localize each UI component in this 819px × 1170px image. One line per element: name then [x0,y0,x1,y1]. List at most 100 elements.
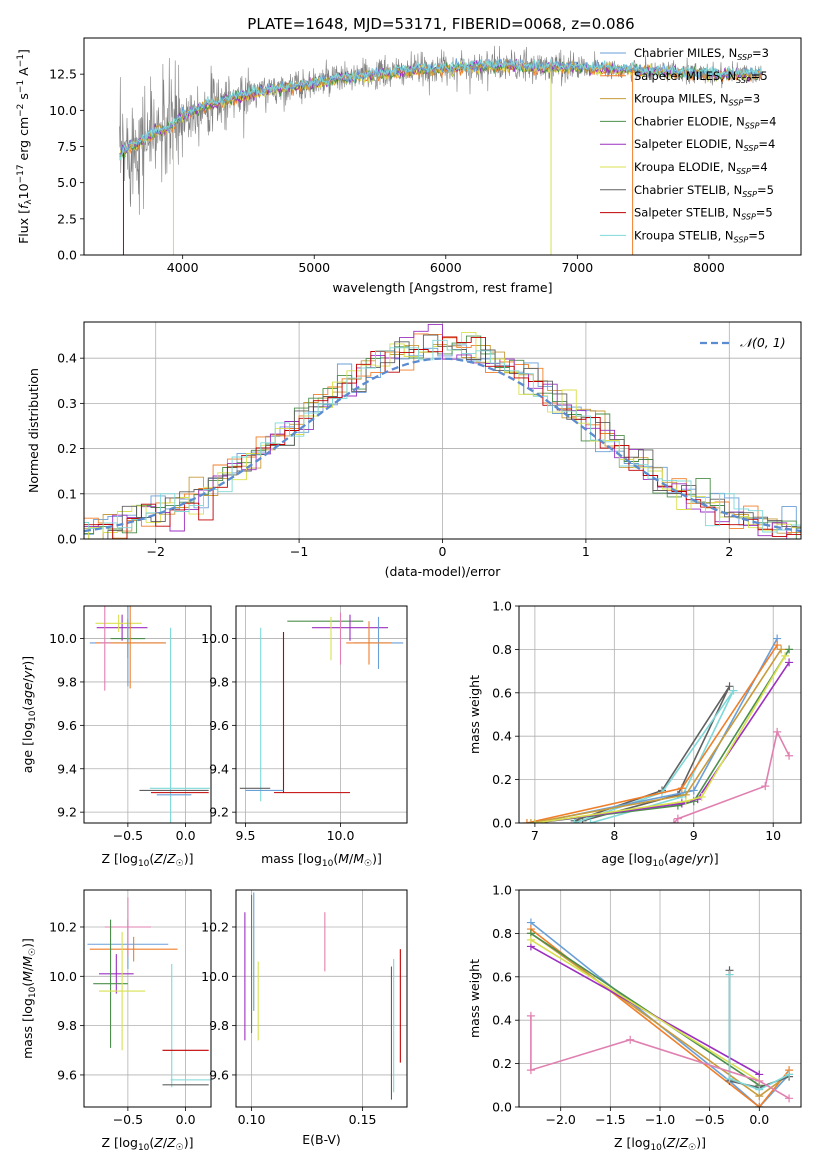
legend-label: Chabrier STELIB, NSSP=5 [634,183,774,199]
y-axis-label: Flux [fλ10−17 erg cm−2 s−1 A−1] [16,49,34,244]
y-tick-label: 0.0 [492,816,512,831]
weight-marker [570,819,579,823]
legend-label: Salpeter STELIB, NSSP=5 [634,206,773,222]
axes-frame [235,605,408,824]
plot-area [119,45,762,255]
legend-label: Kroupa ELODIE, NSSP=4 [634,160,768,176]
histogram-chabrier-stelib [84,334,801,539]
axes-frame [518,889,802,1108]
plot-area [522,634,794,823]
x-tick-label: 0.10 [238,1112,266,1127]
weight-vs-age-panel: 7 8 9 10 0.0 0.2 0.4 0.6 0.8 1.0 age [log10(age/yr… [467,599,802,869]
x-axis-label: age [log10(age/yr)] [601,851,718,869]
plot-area [244,892,401,1100]
axes-frame [83,605,212,824]
y-tick-label: 1.0 [492,883,512,898]
x-tick-label: 0.0 [749,1112,769,1127]
y-tick-label: 0.4 [492,729,512,744]
weight-marker [781,651,790,660]
y-tick-label: 0.3 [57,396,77,411]
x-tick-label: 10 [765,828,781,843]
weight-marker [725,682,734,691]
weight-marker [586,819,595,823]
weight-vs-Z-panel: −2.0 −1.5 −1.0 −0.5 0.0 0.0 0.2 0.4 0.6 0.8 1.0 Z [… [467,883,802,1153]
y-tick-label: 9.8 [57,1018,77,1033]
y-tick-label: 0.2 [57,441,77,456]
weight-marker [526,1011,535,1020]
x-tick-label: −2 [146,544,164,559]
y-tick-label: 9.2 [57,805,77,820]
axes-frame [235,889,408,1108]
axes-frame [518,605,802,824]
y-tick-label: 0.1 [57,486,77,501]
weight-marker [755,1085,764,1094]
y-tick-label: 2.5 [57,211,77,226]
y-tick-label: 1.0 [492,599,512,614]
x-tick-label: 4000 [167,260,199,275]
y-tick-label: 5.0 [57,175,77,190]
y-tick-label: 9.4 [209,761,229,776]
x-tick-label: −1 [290,544,308,559]
weight-marker [677,784,686,793]
weight-marker [785,658,794,667]
x-tick-label: −1.5 [595,1112,625,1127]
legend-label: Salpeter ELODIE, NSSP=4 [634,137,775,153]
x-tick-label: 7000 [561,260,593,275]
x-tick-label: 9.5 [236,828,256,843]
y-tick-label: 9.6 [209,1067,229,1082]
x-tick-label: −0.5 [694,1112,724,1127]
weight-marker [526,819,535,823]
y-tick-label: 10.0 [49,631,77,646]
x-tick-label: 0.0 [176,1112,196,1127]
x-tick-label: 5000 [298,260,330,275]
y-axis-label: mass [log10(M/M☉)] [20,938,38,1059]
y-tick-label: 0.8 [492,926,512,941]
x-axis-label: Z [log10(Z/Z☉)] [101,1135,193,1153]
age-vs-Z-panel: −0.5 0.0 9.2 9.4 9.6 9.8 10.0 Z [log10(Z/Z☉)] ag… [20,605,212,869]
x-tick-label: 0.0 [176,828,196,843]
x-tick-label: −2.0 [546,1112,576,1127]
mass-vs-Z-panel: −0.5 0.0 9.6 9.8 10.0 10.2 Z [log10(Z/Z☉)] mass… [20,889,212,1153]
figure-title: PLATE=1648, MJD=53171, FIBERID=0068, z=0… [247,15,634,33]
y-axis-label: mass weight [467,675,482,754]
y-tick-label: 9.6 [57,718,77,733]
weight-marker [761,782,770,791]
weight-line-kroupa-elodie [530,939,760,1082]
legend-label: Chabrier ELODIE, NSSP=4 [634,114,776,130]
legend-label: Kroupa MILES, NSSP=3 [634,92,760,108]
axes-frame [83,321,802,540]
plot-area [84,323,801,539]
weight-marker [626,1035,635,1044]
y-tick-label: 10.0 [49,969,77,984]
spectrum-panel: 4000 5000 6000 7000 8000 0.0 2.5 5.0 7.5 10.0 12.5… [16,37,802,295]
weight-line-kroupa-stelib [574,690,735,823]
weight-marker [785,1094,794,1103]
y-tick-label: 12.5 [49,67,77,82]
plot-area [526,918,794,1107]
x-axis-label: mass [log10(M/M☉)] [261,851,382,869]
histogram-kroupa-stelib [84,339,801,533]
x-tick-label: 9 [690,828,698,843]
y-tick-label: 0.0 [57,532,77,547]
weight-marker [530,819,539,823]
legend-label: 𝒩(0, 1) [740,335,786,350]
weight-marker [785,751,794,760]
x-tick-label: 8000 [693,260,725,275]
x-tick-label: 10.0 [327,828,355,843]
x-tick-label: 8 [610,828,618,843]
spectrum-legend: Chabrier MILES, NSSP=3 Salpeter MILES, NS… [600,46,776,244]
x-tick-label: 6000 [430,260,462,275]
plot-area [87,897,211,1088]
y-tick-label: 0.6 [492,685,512,700]
weight-marker [773,727,782,736]
y-tick-label: 7.5 [57,139,77,154]
x-axis-label: Z [log10(Z/Z☉)] [101,851,193,869]
x-tick-label: 1 [582,544,590,559]
weight-marker [681,797,690,806]
weight-marker [526,1066,535,1075]
x-axis-label: wavelength [Angstrom, rest frame] [332,280,552,295]
y-tick-label: 0.2 [492,772,512,787]
histogram-salpeter-stelib [84,336,801,539]
residuals-legend: 𝒩(0, 1) [700,335,786,350]
